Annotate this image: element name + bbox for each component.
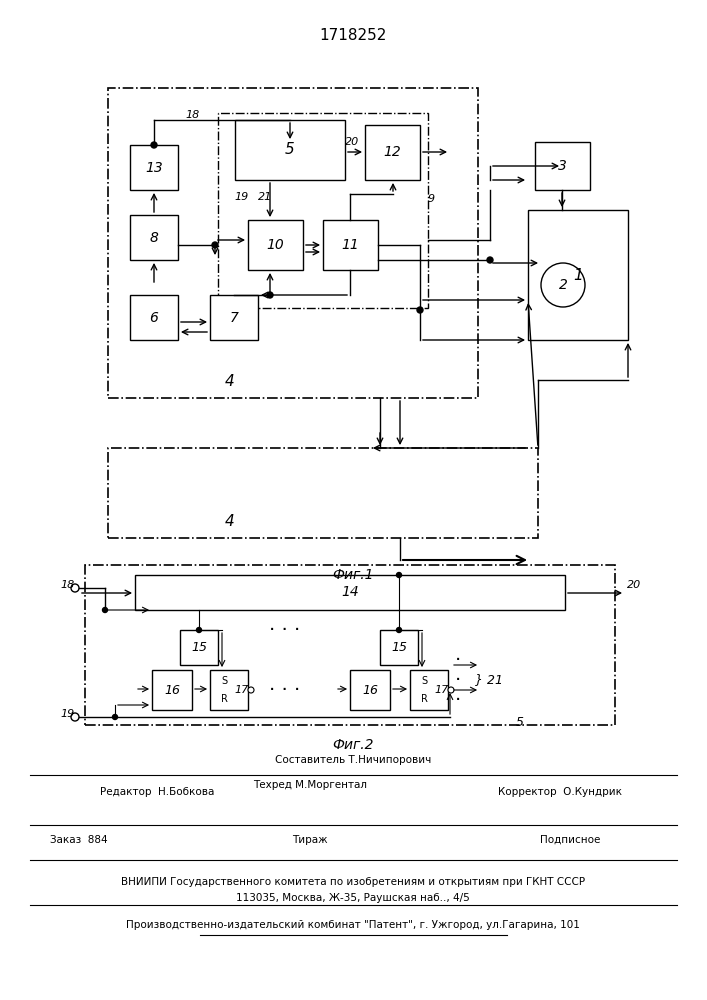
Text: 18: 18 (60, 580, 74, 590)
Text: R: R (421, 694, 428, 704)
Text: 15: 15 (191, 641, 207, 654)
Text: 20: 20 (627, 580, 641, 590)
Text: S: S (421, 676, 427, 686)
Circle shape (487, 257, 493, 263)
Text: 17: 17 (434, 685, 448, 695)
Text: 1: 1 (573, 267, 583, 282)
Text: 11: 11 (341, 238, 359, 252)
Text: 21: 21 (258, 192, 272, 202)
Circle shape (151, 142, 157, 148)
Circle shape (71, 713, 79, 721)
Bar (365, 125, 420, 180)
Bar (350, 670, 390, 710)
Text: 2: 2 (559, 278, 568, 292)
Text: 5: 5 (285, 142, 295, 157)
Bar (528, 210, 628, 340)
Circle shape (212, 242, 218, 248)
Bar (218, 113, 428, 308)
Text: 17: 17 (234, 685, 248, 695)
Text: S: S (221, 676, 227, 686)
Text: 14: 14 (341, 585, 359, 599)
Circle shape (397, 628, 402, 633)
Text: ·: · (455, 690, 461, 710)
Text: ВНИИПИ Государственного комитета по изобретениям и открытиям при ГКНТ СССР: ВНИИПИ Государственного комитета по изоб… (121, 877, 585, 887)
Text: 16: 16 (362, 684, 378, 696)
Text: R: R (221, 694, 228, 704)
Circle shape (541, 263, 585, 307)
Text: 19: 19 (60, 709, 74, 719)
Bar (135, 575, 565, 610)
Text: ·: · (455, 650, 461, 670)
Text: 3: 3 (558, 159, 567, 173)
Circle shape (448, 687, 454, 693)
Text: Фиг.2: Фиг.2 (332, 738, 374, 752)
Bar (248, 220, 303, 270)
Bar (85, 565, 615, 725)
Bar (180, 630, 218, 665)
Bar (152, 670, 192, 710)
Text: 7: 7 (230, 310, 238, 324)
Circle shape (103, 607, 107, 612)
Text: Редактор  Н.Бобкова: Редактор Н.Бобкова (100, 787, 214, 797)
Text: · · ·: · · · (269, 680, 300, 700)
Bar (130, 215, 178, 260)
Text: Подписное: Подписное (540, 835, 600, 845)
Circle shape (397, 572, 402, 578)
Text: 13: 13 (145, 160, 163, 174)
Text: Заказ  884: Заказ 884 (50, 835, 107, 845)
Bar (130, 145, 178, 190)
Circle shape (197, 628, 201, 633)
Circle shape (248, 687, 254, 693)
Text: 19: 19 (234, 192, 248, 202)
Bar (210, 670, 248, 710)
Bar (235, 120, 345, 180)
Text: Составитель Т.Ничипорович: Составитель Т.Ничипорович (275, 755, 431, 765)
Circle shape (112, 714, 117, 720)
Text: 4: 4 (225, 514, 235, 530)
Circle shape (71, 584, 79, 592)
Circle shape (417, 307, 423, 313)
Bar (380, 630, 418, 665)
Text: 8: 8 (150, 231, 158, 244)
Text: 12: 12 (384, 145, 402, 159)
Text: 6: 6 (150, 310, 158, 324)
Bar (130, 295, 178, 340)
Text: Фиг.1: Фиг.1 (332, 568, 374, 582)
Text: 5: 5 (516, 716, 524, 728)
Text: Корректор  О.Кундрик: Корректор О.Кундрик (498, 787, 622, 797)
Text: 4: 4 (225, 374, 235, 389)
Text: 20: 20 (345, 137, 359, 147)
Bar (210, 295, 258, 340)
Text: 113035, Москва, Ж-35, Раушская наб.., 4/5: 113035, Москва, Ж-35, Раушская наб.., 4/… (236, 893, 470, 903)
Bar (108, 88, 478, 398)
Text: } 21: } 21 (475, 674, 503, 686)
Text: Производственно-издательский комбинат "Патент", г. Ужгород, ул.Гагарина, 101: Производственно-издательский комбинат "П… (126, 920, 580, 930)
Text: 15: 15 (391, 641, 407, 654)
Text: 16: 16 (164, 684, 180, 696)
Circle shape (267, 292, 273, 298)
Text: 18: 18 (185, 110, 199, 120)
Text: 9: 9 (428, 194, 435, 204)
Bar (323, 220, 378, 270)
Text: 10: 10 (267, 238, 284, 252)
Text: · · ·: · · · (269, 620, 300, 640)
Text: ·: · (455, 670, 461, 690)
Bar (410, 670, 448, 710)
Bar (108, 448, 538, 538)
Text: Техред М.Моргентал: Техред М.Моргентал (253, 780, 367, 790)
Text: Тираж: Тираж (292, 835, 328, 845)
Text: 1718252: 1718252 (320, 27, 387, 42)
Bar (535, 142, 590, 190)
